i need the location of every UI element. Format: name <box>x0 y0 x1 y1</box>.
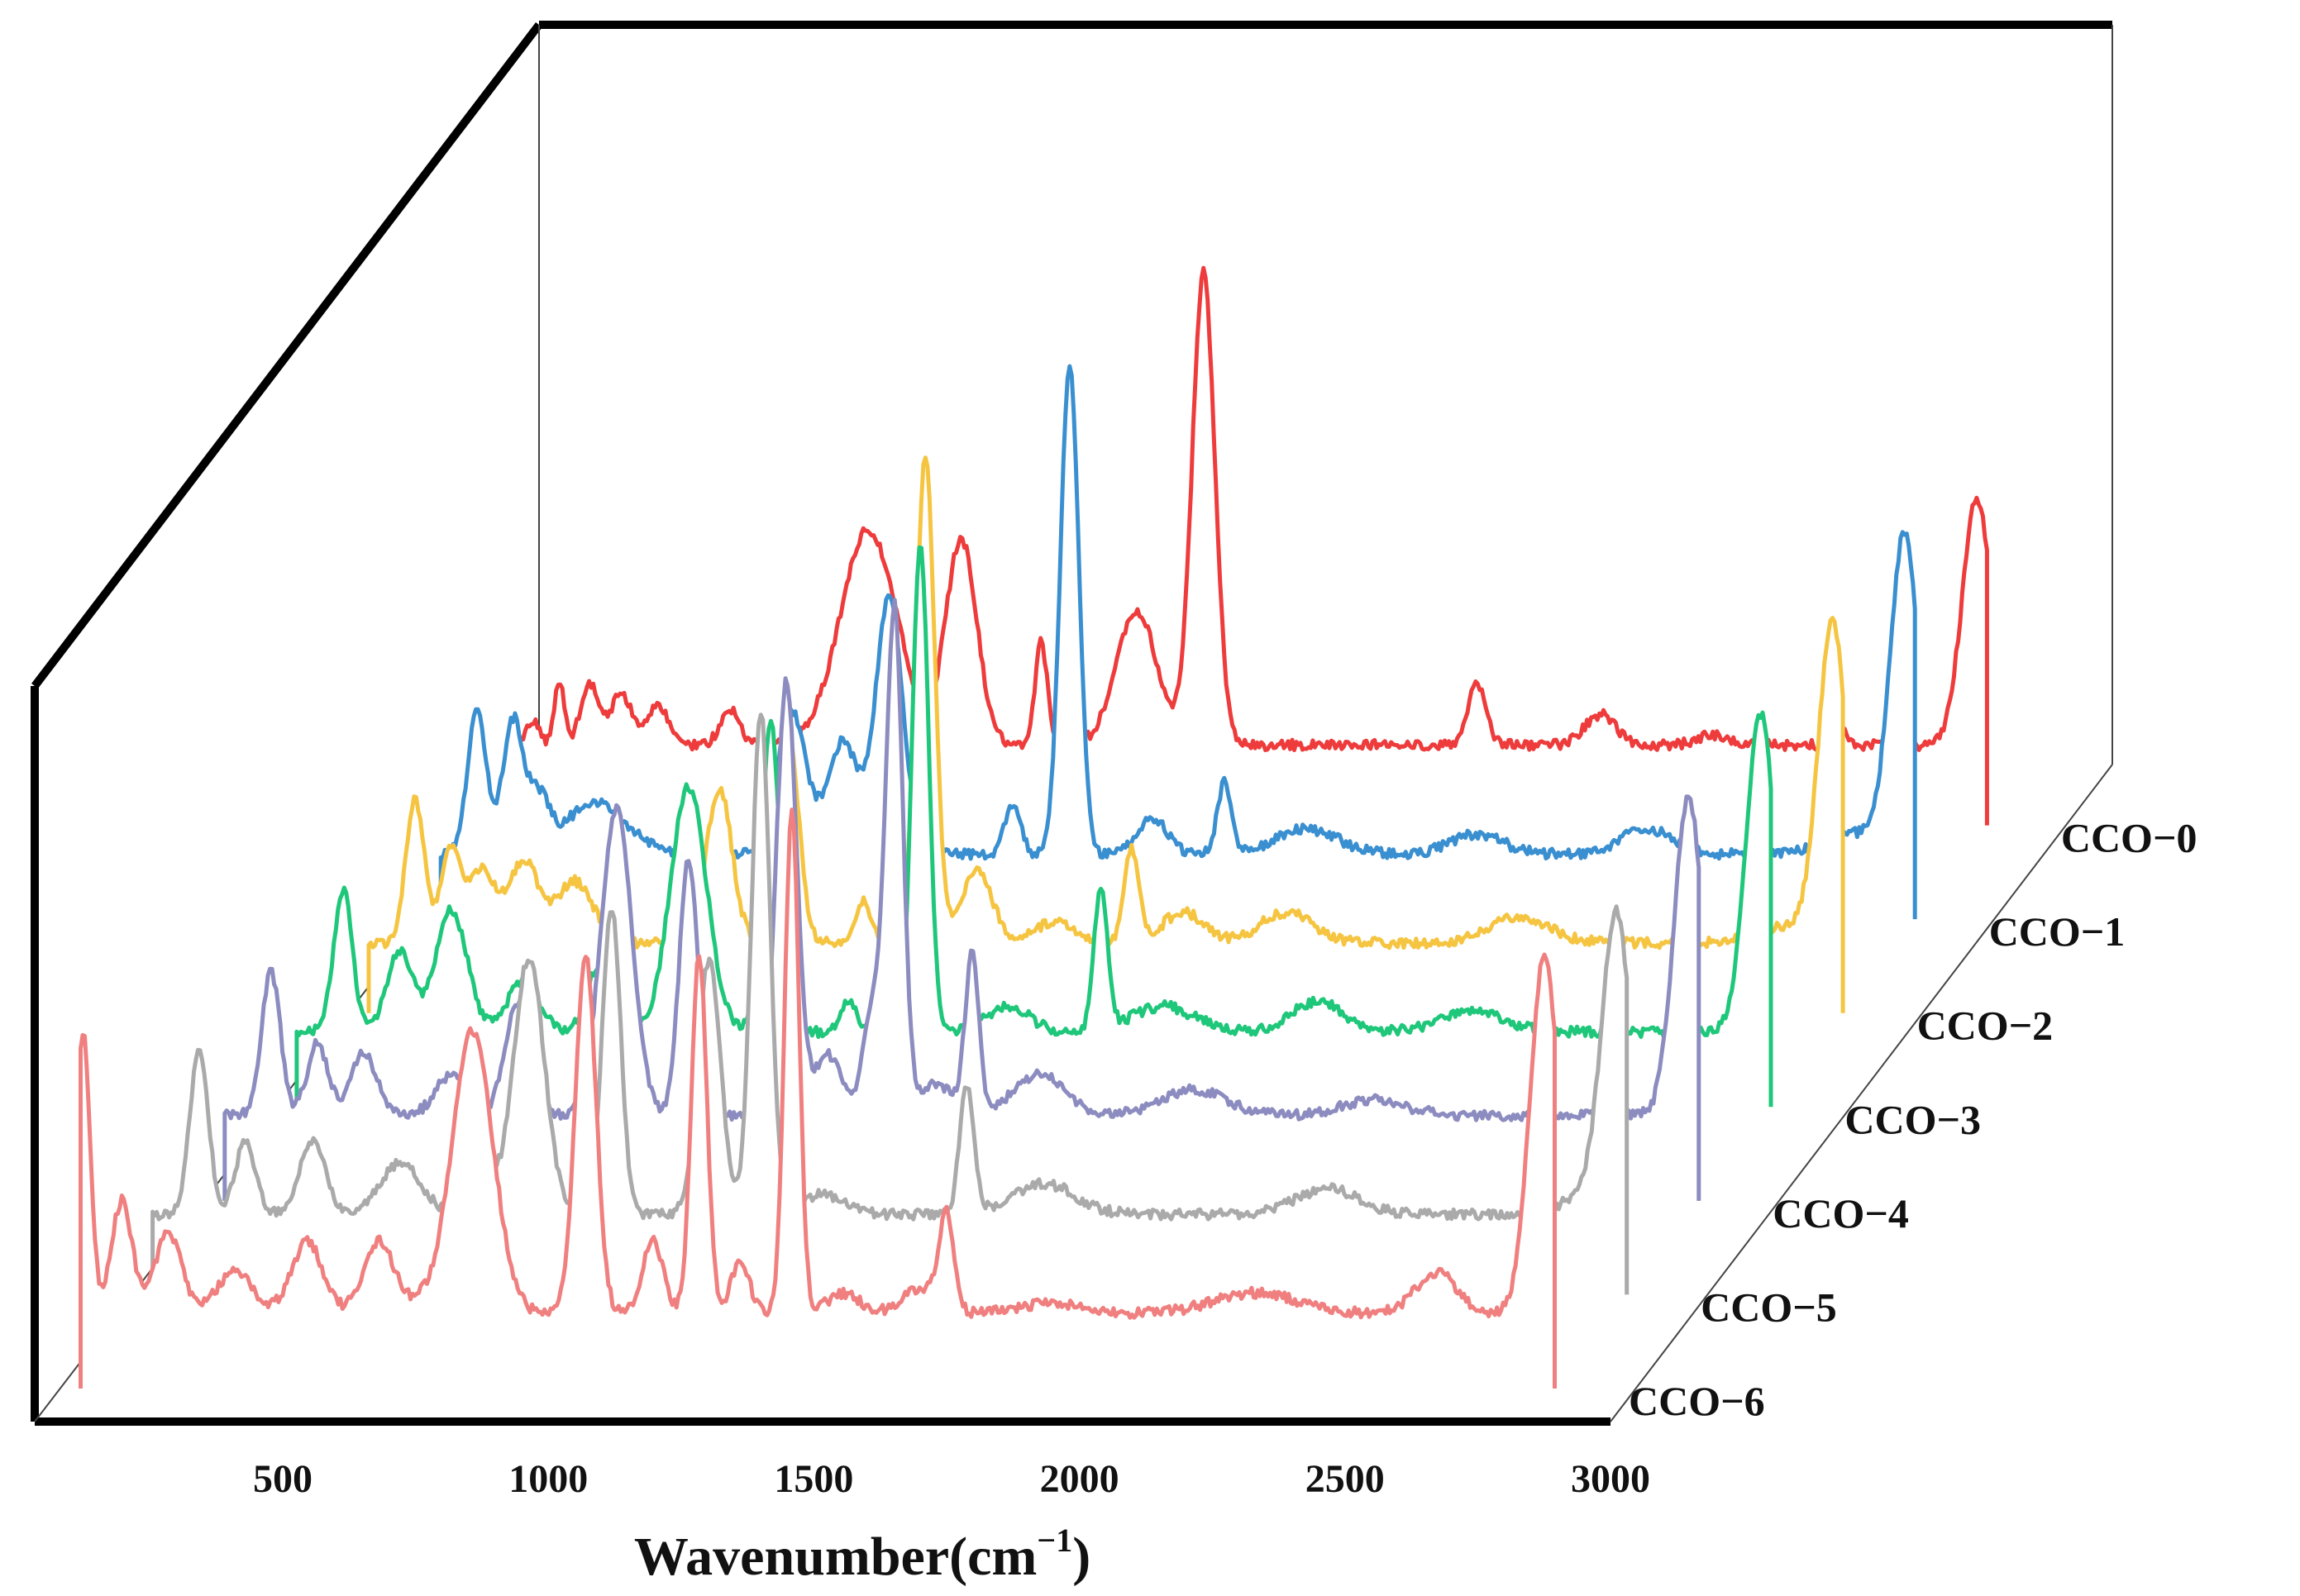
series-group <box>79 265 1989 1389</box>
x-tick-label-1000: 1000 <box>508 1457 588 1501</box>
series-label-cco1: CCO−1 <box>1989 908 2126 955</box>
x-tick-label-2000: 2000 <box>1040 1457 1119 1501</box>
series-label-cco3: CCO−3 <box>1844 1096 1981 1142</box>
series-label-cco5: CCO−5 <box>1701 1284 1837 1330</box>
x-tick-label-3000: 3000 <box>1571 1457 1650 1501</box>
x-tick-label-500: 500 <box>253 1457 313 1501</box>
x-tick-labels: 500 1000 1500 2000 2500 3000 <box>253 1457 1650 1501</box>
x-tick-label-2500: 2500 <box>1305 1457 1385 1501</box>
series-label-cco0: CCO−0 <box>2061 815 2197 861</box>
series-line-cco6 <box>79 808 1557 1389</box>
series-label-cco4: CCO−4 <box>1773 1190 1909 1236</box>
series-label-cco6: CCO−6 <box>1629 1378 1765 1424</box>
x-axis-title-superscript: −1 <box>1037 1522 1072 1559</box>
series-label-cco2: CCO−2 <box>1917 1003 2054 1049</box>
x-axis-title: Wavenumber(cm−1) <box>634 1522 1090 1587</box>
bottom-right-depth-edge <box>1610 764 2113 1422</box>
axes-frame <box>31 21 2113 1426</box>
x-axis-title-main: Wavenumber(cm <box>634 1527 1038 1587</box>
top-left-depth-edge <box>31 21 542 689</box>
series-line-cco5 <box>150 712 1630 1295</box>
x-axis-title-close: ) <box>1072 1527 1090 1587</box>
x-tick-label-1500: 1500 <box>774 1457 853 1501</box>
series-labels: CCO−0 CCO−1 CCO−2 CCO−3 CCO−4 CCO−5 CCO−6 <box>1629 815 2197 1424</box>
